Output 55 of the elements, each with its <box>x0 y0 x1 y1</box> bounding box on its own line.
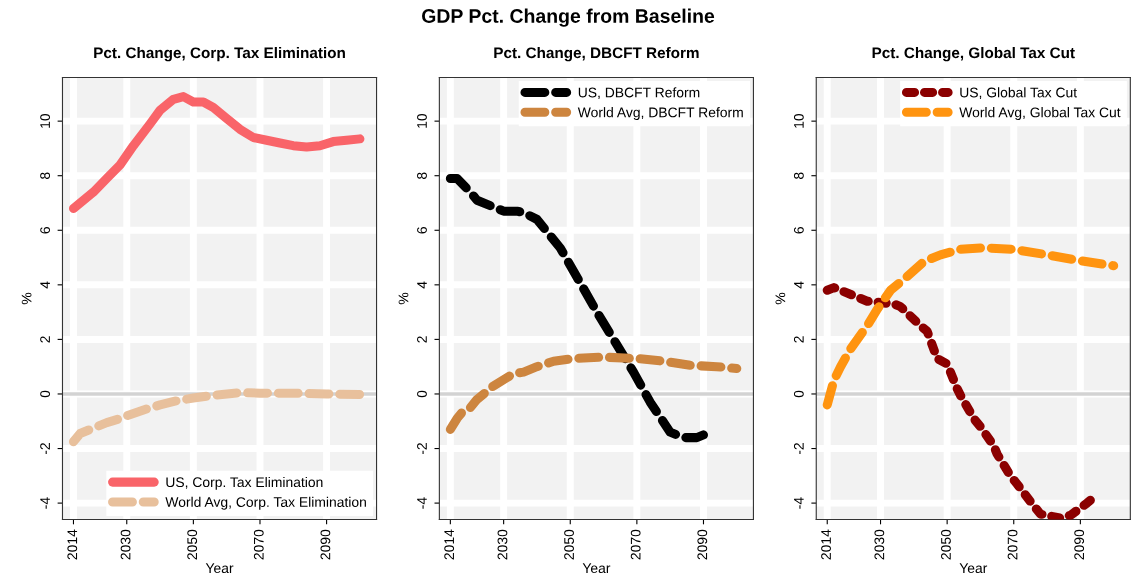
y-axis-title: % <box>21 292 32 305</box>
y-tick-label: -2 <box>793 443 804 455</box>
y-tick-label: 4 <box>417 281 427 289</box>
text: GDP Pct. Change from Baseline <box>422 8 715 27</box>
y-axis-title: % <box>775 292 786 305</box>
y-tick-label: -4 <box>794 497 804 509</box>
y-tick-label: 10 <box>417 113 427 128</box>
x-tick-label: 2050 <box>564 529 574 560</box>
y-tick-label: 6 <box>40 227 51 234</box>
legend-label: World Avg, Global Tax Cut <box>959 107 1121 121</box>
y-tick-label: -2 <box>417 443 427 455</box>
x-tick-label: 2030 <box>120 529 131 560</box>
y-tick-label: 8 <box>417 172 427 179</box>
x-tick-label: 2090 <box>1074 529 1085 560</box>
x-axis-title: Year <box>959 563 988 574</box>
y-axis-title: % <box>398 292 409 305</box>
chart-title: Pct. Change, Corp. Tax Elimination <box>94 46 345 62</box>
x-tick-label: 2050 <box>187 529 198 560</box>
x-tick-label: 2030 <box>497 529 508 560</box>
legend-label: World Avg, DBCFT Reform <box>577 107 743 121</box>
y-tick-label: 0 <box>417 390 427 398</box>
x-tick-label: 2014 <box>67 529 78 560</box>
legend-label: World Avg, Corp. Tax Elimination <box>165 496 366 510</box>
y-tick-label: -4 <box>417 497 427 509</box>
x-axis-title: Year <box>205 563 234 574</box>
y-tick-label: 4 <box>40 281 50 289</box>
x-tick-label: 2050 <box>941 529 951 560</box>
chart-title: Pct. Change, DBCFT Reform <box>494 46 699 62</box>
x-tick-label: 2070 <box>253 529 264 560</box>
y-tick-label: 6 <box>793 227 804 234</box>
legend-label: US, Global Tax Cut <box>960 87 1077 100</box>
chart-title: Pct. Change, Global Tax Cut <box>872 46 1075 62</box>
y-tick-label: 2 <box>417 336 427 343</box>
x-tick-label: 2030 <box>874 529 885 560</box>
y-tick-label: 2 <box>793 336 804 343</box>
y-tick-label: 10 <box>793 113 804 128</box>
y-tick-label: 6 <box>417 227 427 234</box>
x-tick-label: 2070 <box>1007 529 1018 560</box>
x-tick-label: 2090 <box>697 529 708 560</box>
y-tick-label: 8 <box>40 172 51 179</box>
x-axis-title: Year <box>582 563 611 574</box>
y-tick-label: 2 <box>40 336 50 343</box>
y-tick-label: 0 <box>40 390 51 398</box>
x-tick-label: 2014 <box>821 529 831 560</box>
legend-label: US, Corp. Tax Elimination <box>166 476 323 490</box>
y-tick-label: 10 <box>40 113 51 128</box>
x-tick-label: 2090 <box>320 529 331 560</box>
x-tick-label: 2070 <box>630 529 641 560</box>
y-tick-label: 4 <box>794 281 804 289</box>
y-tick-label: -2 <box>40 443 50 455</box>
y-tick-label: 8 <box>793 172 804 179</box>
y-tick-label: 0 <box>793 390 804 398</box>
x-tick-label: 2014 <box>444 529 455 560</box>
legend-label: US, DBCFT Reform <box>578 87 700 100</box>
y-tick-label: -4 <box>40 497 50 509</box>
